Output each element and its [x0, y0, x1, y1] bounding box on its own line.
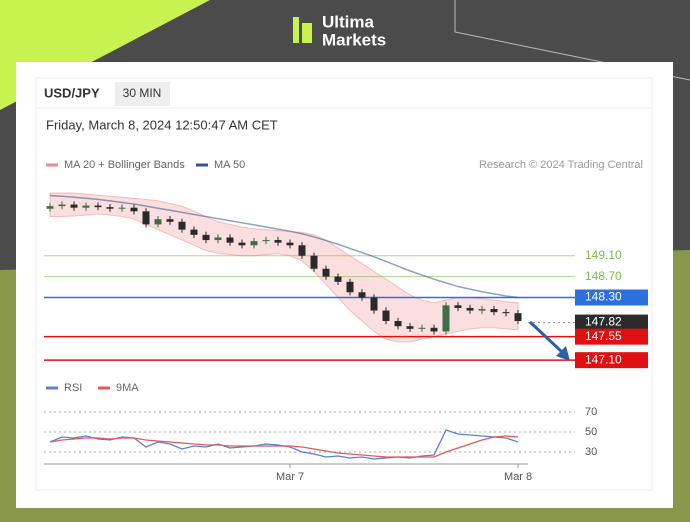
- candle-body: [346, 281, 354, 293]
- candle-body: [370, 297, 378, 311]
- y-tick-label: 30: [585, 446, 597, 458]
- candle-body: [262, 240, 270, 242]
- level-label: 147.10: [585, 352, 622, 366]
- candle-body: [178, 221, 186, 230]
- logo-mark: [293, 17, 299, 43]
- candle-body: [250, 241, 258, 246]
- brand-text: Ultima: [322, 12, 375, 31]
- candle-body: [418, 327, 426, 329]
- brand-text: Markets: [322, 30, 386, 49]
- candle-body: [106, 207, 114, 209]
- forecast-arrow-head: [556, 346, 570, 361]
- candle-body: [226, 237, 234, 243]
- candle-body: [166, 219, 174, 222]
- legend-label: MA 20 + Bollinger Bands: [64, 159, 185, 171]
- candle-body: [142, 211, 150, 225]
- candle-body: [310, 255, 318, 269]
- candle-body: [94, 205, 102, 208]
- y-tick-label: 70: [585, 406, 597, 418]
- timeframe: 30 MIN: [123, 86, 162, 100]
- candle-body: [382, 310, 390, 321]
- candle-body: [154, 219, 162, 225]
- level-label: 148.70: [585, 269, 622, 283]
- candle-body: [118, 207, 126, 209]
- x-tick-label: Mar 7: [276, 471, 304, 483]
- level-box: [575, 328, 648, 345]
- candle-body: [274, 240, 282, 243]
- level-label: 149.10: [585, 248, 622, 262]
- candle-body: [70, 204, 78, 208]
- timeframe-box: [115, 82, 170, 106]
- level-box: [575, 352, 648, 369]
- candle-body: [478, 308, 486, 311]
- candle-body: [322, 268, 330, 277]
- level-box: [575, 289, 648, 306]
- date: Friday, March 8, 2024 12:50:47 AM CET: [46, 117, 278, 132]
- candle-body: [202, 234, 210, 241]
- plot: MA 20 + Bollinger Bands MA 50 149.10 148.70…: [44, 159, 648, 483]
- level-label: 147.82: [585, 315, 622, 329]
- candle-body: [238, 242, 246, 246]
- candle-body: [466, 307, 474, 311]
- candle-body: [442, 305, 450, 332]
- logo-mark: [302, 23, 312, 43]
- pair: USD/JPY: [44, 85, 100, 100]
- level-box: [575, 314, 648, 331]
- candle-body: [214, 237, 222, 241]
- candle-body: [286, 242, 294, 246]
- series-line: [49, 435, 519, 458]
- candle-body: [334, 276, 342, 282]
- candle-body: [46, 206, 54, 209]
- logo: Ultima Markets: [293, 12, 386, 49]
- candle-body: [514, 313, 522, 321]
- forecast-arrow: [528, 320, 564, 354]
- candle-body: [82, 205, 90, 208]
- candle-body: [298, 245, 306, 256]
- legend-label: 9MA: [116, 382, 139, 394]
- candle-body: [430, 327, 438, 332]
- x-tick-label: Mar 8: [504, 471, 532, 483]
- level-label: 147.55: [585, 329, 622, 343]
- legend-label: RSI: [64, 382, 82, 394]
- candle-body: [406, 326, 414, 329]
- candle-body: [58, 204, 66, 207]
- candle-body: [130, 207, 138, 212]
- legend-label: MA 50: [214, 159, 245, 171]
- candle-body: [502, 312, 510, 314]
- candle-body: [190, 229, 198, 235]
- candle-body: [358, 292, 366, 298]
- bollinger-band: [49, 192, 519, 343]
- source: Research © 2024 Trading Central: [479, 159, 643, 171]
- chart-frame: [35, 77, 653, 491]
- candle-body: [490, 308, 498, 313]
- level-label: 148.30: [585, 290, 622, 304]
- candle-body: [394, 321, 402, 327]
- candle-body: [454, 305, 462, 308]
- y-tick-label: 50: [585, 426, 597, 438]
- ma-line: [49, 194, 519, 299]
